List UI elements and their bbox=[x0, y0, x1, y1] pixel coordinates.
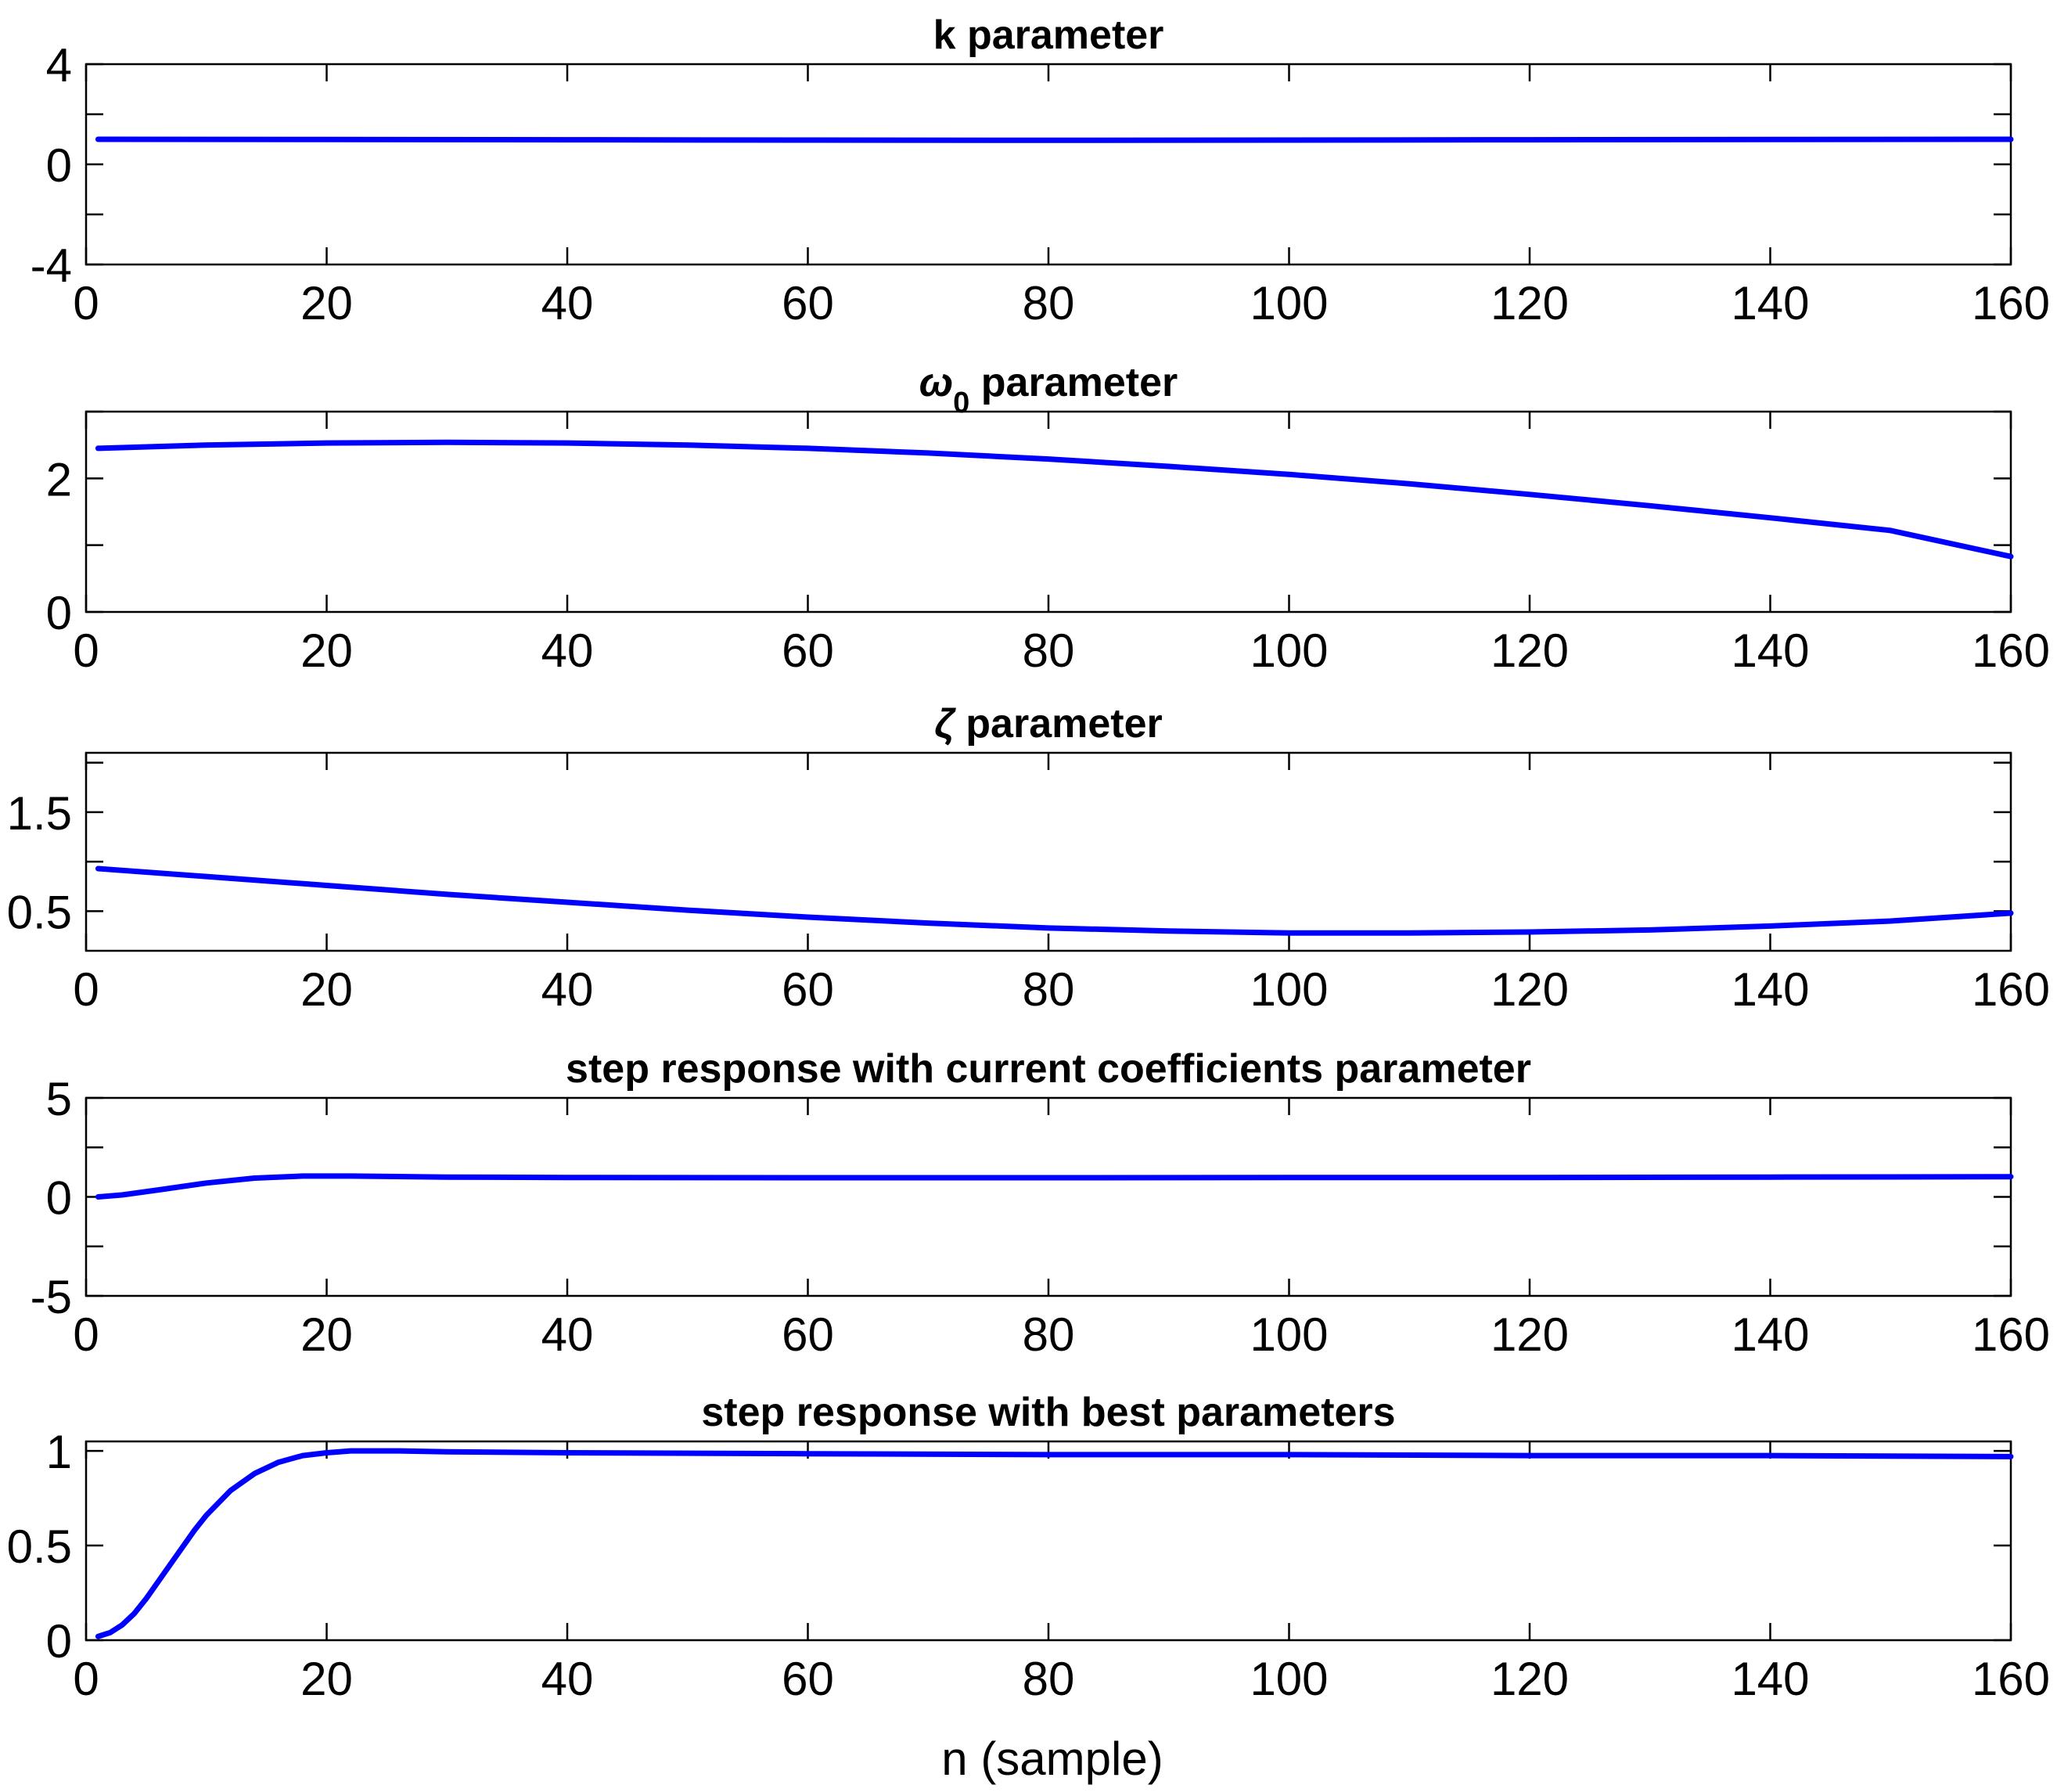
subplot-2: ω0 parameter 0 20 40 60 80 100 120 140 160 0 2 bbox=[46, 360, 2050, 677]
x-tick-label: 0 bbox=[73, 963, 99, 1016]
x-tick-label: 60 bbox=[782, 277, 834, 329]
y-tick-label: -5 bbox=[31, 1271, 72, 1323]
plot-area bbox=[85, 1096, 2012, 1297]
x-tick-label: 140 bbox=[1731, 1653, 1809, 1705]
y-tick-label: -4 bbox=[31, 239, 72, 292]
x-tick-label: 0 bbox=[73, 624, 99, 677]
x-tick-label: 40 bbox=[541, 624, 594, 677]
x-tick-label: 20 bbox=[300, 277, 353, 329]
subplot-4: step response with current coefficients … bbox=[31, 1046, 2050, 1361]
y-tick-label: 0 bbox=[46, 1172, 72, 1225]
y-tick-label: 1.5 bbox=[7, 787, 72, 840]
y-tick-label: 0.5 bbox=[7, 886, 72, 938]
x-tick-label: 80 bbox=[1023, 1653, 1075, 1705]
x-tick-label: 80 bbox=[1023, 624, 1075, 677]
subplot-title: ω0 parameter bbox=[919, 360, 1178, 419]
x-tick-label: 40 bbox=[541, 277, 594, 329]
x-tick-label: 80 bbox=[1023, 277, 1075, 329]
subplot-title: step response with best parameters bbox=[701, 1390, 1395, 1435]
x-axis-label: n (sample) bbox=[941, 1733, 1163, 1785]
series-line bbox=[95, 1173, 2014, 1200]
y-tick-label: 1 bbox=[46, 1426, 72, 1478]
x-tick-label: 40 bbox=[541, 1653, 594, 1705]
x-tick-label: 80 bbox=[1023, 1308, 1075, 1361]
x-tick-label: 60 bbox=[782, 1653, 834, 1705]
x-tick-label: 100 bbox=[1250, 1653, 1328, 1705]
x-tick-label: 140 bbox=[1731, 1308, 1809, 1361]
x-tick-label: 80 bbox=[1023, 963, 1075, 1016]
x-tick-label: 100 bbox=[1250, 277, 1328, 329]
plot-area bbox=[85, 751, 2012, 952]
x-tick-label: 160 bbox=[1972, 624, 2050, 677]
x-tick-label: 20 bbox=[300, 1308, 353, 1361]
x-tick-label: 20 bbox=[300, 1653, 353, 1705]
x-tick-label: 100 bbox=[1250, 624, 1328, 677]
y-tick-label: 0 bbox=[46, 139, 72, 192]
x-tick-label: 60 bbox=[782, 1308, 834, 1361]
y-tick-label: 0 bbox=[46, 587, 72, 639]
x-tick-label: 160 bbox=[1972, 277, 2050, 329]
x-tick-label: 160 bbox=[1972, 1308, 2050, 1361]
series-line bbox=[95, 136, 2014, 143]
subplot-title: k parameter bbox=[933, 13, 1164, 58]
subplot-title: ζ parameter bbox=[934, 701, 1163, 747]
y-tick-label: 0 bbox=[46, 1615, 72, 1668]
x-tick-label: 100 bbox=[1250, 963, 1328, 1016]
y-tick-label: 4 bbox=[46, 39, 72, 92]
x-tick-label: 0 bbox=[73, 277, 99, 329]
x-tick-label: 120 bbox=[1491, 1653, 1569, 1705]
x-tick-label: 120 bbox=[1491, 277, 1569, 329]
x-tick-label: 60 bbox=[782, 963, 834, 1016]
x-tick-label: 140 bbox=[1731, 277, 1809, 329]
x-tick-label: 120 bbox=[1491, 1308, 1569, 1361]
x-tick-label: 20 bbox=[300, 624, 353, 677]
series-line bbox=[95, 865, 2014, 936]
y-tick-label: 0.5 bbox=[7, 1520, 72, 1573]
x-tick-label: 140 bbox=[1731, 624, 1809, 677]
x-tick-label: 160 bbox=[1972, 1653, 2050, 1705]
x-tick-label: 120 bbox=[1491, 624, 1569, 677]
x-tick-label: 160 bbox=[1972, 963, 2050, 1016]
x-tick-label: 100 bbox=[1250, 1308, 1328, 1361]
plot-area bbox=[85, 1440, 2012, 1642]
y-tick-label: 2 bbox=[46, 453, 72, 506]
x-tick-label: 120 bbox=[1491, 963, 1569, 1016]
x-tick-label: 40 bbox=[541, 963, 594, 1016]
x-tick-label: 60 bbox=[782, 624, 834, 677]
y-tick-label: 5 bbox=[46, 1073, 72, 1125]
x-tick-label: 0 bbox=[73, 1653, 99, 1705]
series-line bbox=[95, 439, 2014, 560]
subplot-title: step response with current coefficients … bbox=[566, 1046, 1531, 1092]
plot-area bbox=[85, 63, 2012, 266]
x-tick-label: 140 bbox=[1731, 963, 1809, 1016]
x-tick-label: 20 bbox=[300, 963, 353, 1016]
series-line bbox=[95, 1448, 2014, 1639]
subplot-5: step response with best parameters 0 20 40 6… bbox=[7, 1390, 2050, 1705]
x-tick-label: 40 bbox=[541, 1308, 594, 1361]
x-tick-label: 0 bbox=[73, 1308, 99, 1361]
subplot-3: ζ parameter 0 20 40 60 80 100 120 140 160 0.5 1.5 bbox=[7, 701, 2050, 1016]
